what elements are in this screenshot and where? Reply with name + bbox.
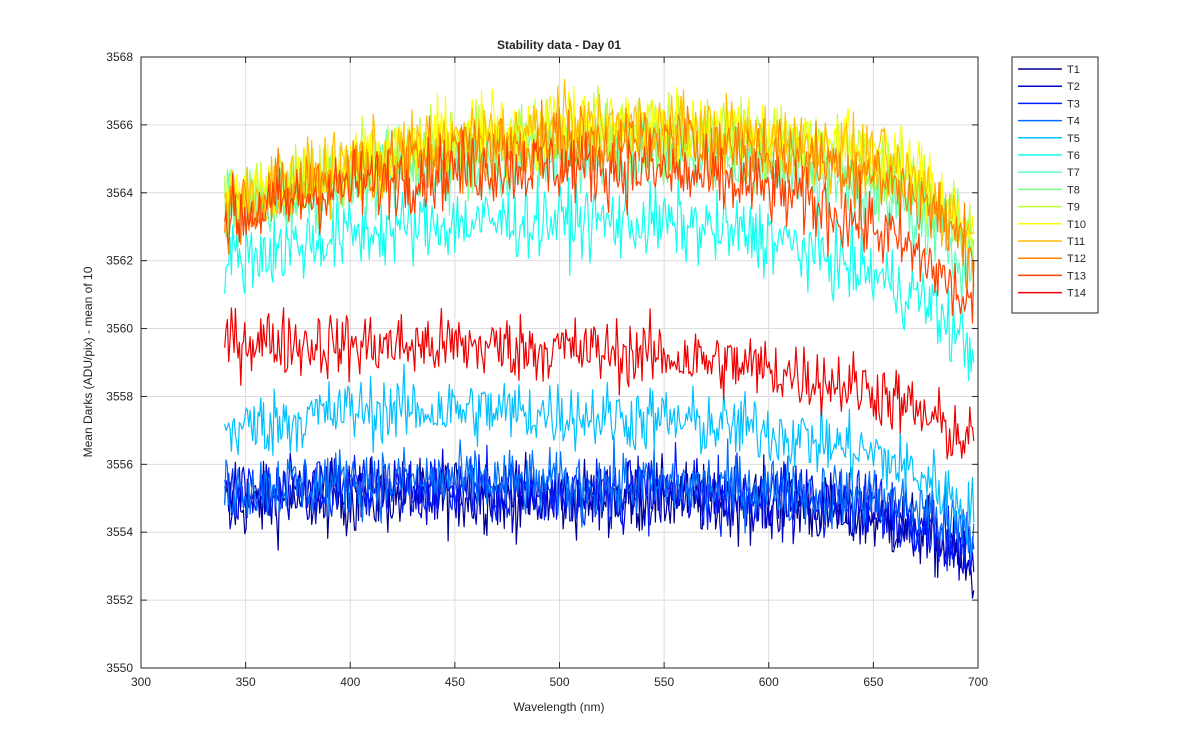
- legend-label: T3: [1067, 98, 1080, 110]
- y-tick-label: 3562: [106, 254, 133, 268]
- legend-item-t5: T5: [1018, 133, 1080, 145]
- legend-item-t14: T14: [1018, 288, 1086, 300]
- x-tick-label: 600: [759, 675, 779, 689]
- y-tick-label: 3558: [106, 389, 133, 403]
- y-axis-label: Mean Darks (ADU/pix) - mean of 10: [81, 266, 95, 457]
- x-tick-label: 300: [131, 675, 151, 689]
- legend-item-t6: T6: [1018, 150, 1080, 162]
- chart-title: Stability data - Day 01: [497, 38, 621, 52]
- y-tick-label: 3550: [106, 661, 133, 675]
- legend-item-t7: T7: [1018, 167, 1080, 179]
- legend-item-t8: T8: [1018, 184, 1080, 196]
- legend-label: T8: [1067, 184, 1080, 196]
- series-line-t2: [224, 448, 975, 581]
- x-axis-label: Wavelength (nm): [514, 700, 605, 714]
- legend-item-t3: T3: [1018, 98, 1080, 110]
- y-tick-label: 3566: [106, 118, 133, 132]
- y-tick-label: 3556: [106, 457, 133, 471]
- legend-items: T1 T2 T3 T4 T5 T6 T7 T8 T9 T10 T11 T12 T13 T14: [1018, 64, 1086, 300]
- series-line-t6: [224, 174, 975, 382]
- y-tick-label: 3554: [106, 525, 133, 539]
- legend-label: T4: [1067, 116, 1080, 128]
- legend-item-t4: T4: [1018, 116, 1080, 128]
- legend-label: T7: [1067, 167, 1080, 179]
- plot-area: 300 350 400 450 500 550 600 650 700 3550 3552 3554 3…: [106, 50, 988, 689]
- legend: T1 T2 T3 T4 T5 T6 T7 T8 T9 T10 T11 T12 T13 T14: [1011, 56, 1099, 314]
- y-tick-label: 3552: [106, 593, 133, 607]
- legend-label: T6: [1067, 150, 1080, 162]
- legend-item-t13: T13: [1018, 270, 1086, 282]
- x-tick-label: 450: [445, 675, 465, 689]
- legend-box: [1011, 56, 1099, 314]
- legend-label: T11: [1067, 236, 1085, 248]
- legend-label: T14: [1067, 288, 1086, 300]
- ticks: 300 350 400 450 500 550 600 650 700 3550 3552 3554 3…: [106, 50, 988, 689]
- y-tick-label: 3568: [106, 50, 133, 64]
- series-line-t14: [224, 307, 975, 460]
- legend-label: T10: [1067, 219, 1086, 231]
- legend-label: T12: [1067, 253, 1086, 265]
- series-line-t5: [224, 363, 975, 545]
- legend-label: T5: [1067, 133, 1080, 145]
- series-line-t12: [224, 99, 975, 294]
- y-tick-label: 3564: [106, 186, 133, 200]
- legend-label: T2: [1067, 81, 1080, 93]
- x-tick-label: 350: [236, 675, 256, 689]
- legend-label: T13: [1067, 270, 1086, 282]
- x-tick-label: 700: [968, 675, 988, 689]
- series-line-t13: [224, 129, 975, 324]
- x-tick-label: 550: [654, 675, 674, 689]
- x-tick-label: 400: [340, 675, 360, 689]
- legend-item-t9: T9: [1018, 202, 1080, 214]
- legend-label: T9: [1067, 202, 1080, 214]
- legend-item-t2: T2: [1018, 81, 1080, 93]
- legend-item-t11: T11: [1018, 236, 1085, 248]
- legend-item-t10: T10: [1018, 219, 1086, 231]
- x-tick-label: 500: [549, 675, 569, 689]
- y-tick-label: 3560: [106, 322, 133, 336]
- legend-label: T1: [1067, 64, 1080, 76]
- series-line-t3: [224, 441, 975, 572]
- legend-item-t12: T12: [1018, 253, 1086, 265]
- x-tick-label: 650: [863, 675, 883, 689]
- series-layer: [224, 78, 975, 599]
- series-line-t4: [224, 436, 975, 560]
- legend-item-t1: T1: [1018, 64, 1080, 76]
